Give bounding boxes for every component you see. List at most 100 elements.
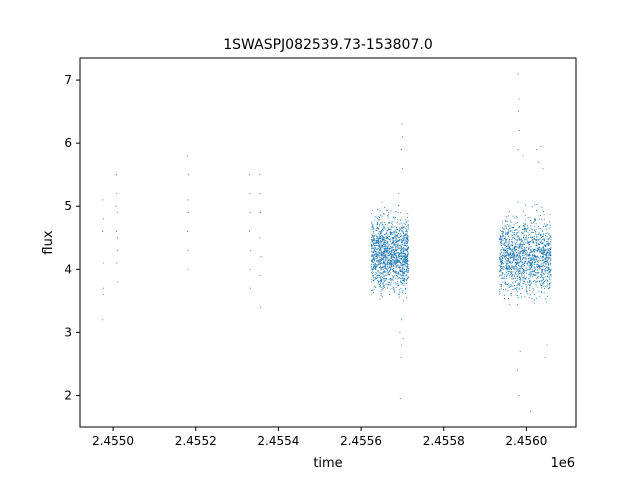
data-point — [508, 286, 510, 288]
data-point — [535, 273, 537, 275]
data-point — [382, 267, 384, 269]
data-point — [523, 275, 525, 277]
data-point — [398, 296, 400, 298]
data-point — [547, 276, 549, 278]
data-point — [550, 241, 552, 243]
data-point — [547, 245, 549, 247]
data-point — [385, 278, 387, 280]
data-point — [508, 231, 510, 234]
data-point — [387, 216, 389, 218]
data-point — [381, 222, 383, 224]
data-point — [509, 220, 511, 222]
data-point — [508, 276, 510, 279]
data-point — [530, 257, 532, 259]
data-point — [116, 211, 118, 214]
data-point — [515, 239, 517, 241]
data-point — [516, 275, 518, 278]
data-point — [528, 244, 530, 246]
data-point — [381, 279, 383, 281]
data-point — [509, 286, 511, 288]
data-point — [386, 242, 389, 244]
data-point — [550, 275, 552, 277]
data-point — [543, 280, 546, 283]
data-point — [516, 265, 518, 267]
data-point — [405, 227, 407, 229]
data-point — [401, 123, 403, 125]
data-point — [393, 261, 395, 263]
data-point — [380, 275, 382, 277]
data-point — [543, 248, 545, 250]
data-point — [400, 288, 402, 290]
data-point — [517, 221, 519, 223]
data-point — [405, 231, 407, 233]
data-point — [544, 260, 546, 263]
data-point — [375, 254, 377, 256]
data-point — [513, 224, 515, 226]
data-point — [550, 239, 552, 241]
data-point — [397, 211, 399, 214]
data-point — [545, 263, 547, 265]
data-point — [550, 270, 552, 272]
data-point — [395, 238, 398, 240]
data-point — [525, 234, 527, 236]
data-point — [403, 253, 405, 255]
data-point — [384, 241, 386, 244]
data-point — [529, 269, 531, 271]
data-point — [389, 244, 391, 246]
data-point — [400, 212, 402, 214]
data-point — [541, 274, 543, 277]
data-point — [512, 285, 514, 287]
data-point — [259, 193, 261, 195]
data-point — [535, 245, 537, 247]
data-point — [379, 210, 381, 212]
data-point — [395, 283, 397, 285]
data-point — [403, 284, 405, 287]
data-point — [384, 277, 386, 280]
x-tick-label: 2.4558 — [423, 434, 465, 448]
data-point — [387, 283, 389, 286]
data-point — [372, 262, 375, 264]
data-point — [516, 229, 518, 231]
data-point — [401, 230, 403, 232]
data-point — [394, 248, 396, 250]
data-point — [388, 214, 390, 216]
data-point — [379, 244, 381, 246]
data-point — [532, 249, 535, 251]
data-point — [534, 267, 536, 269]
data-point — [384, 279, 386, 281]
data-point — [507, 268, 509, 270]
data-point — [386, 209, 388, 211]
data-point — [517, 247, 519, 249]
data-point — [385, 268, 387, 270]
data-point — [376, 252, 378, 254]
data-point — [509, 231, 511, 233]
data-point — [376, 275, 378, 277]
data-point — [533, 237, 536, 239]
data-point — [549, 227, 551, 229]
data-point — [397, 252, 399, 254]
data-point — [383, 248, 385, 250]
data-point — [502, 266, 504, 268]
data-point — [512, 252, 514, 255]
data-point — [528, 287, 530, 289]
data-point — [506, 238, 508, 240]
data-point — [500, 285, 502, 288]
data-point — [517, 269, 519, 271]
data-point — [516, 260, 518, 262]
data-point — [386, 250, 388, 252]
data-point — [542, 211, 545, 213]
data-point — [545, 272, 547, 274]
data-point — [527, 293, 529, 295]
data-point — [524, 260, 526, 262]
data-point — [401, 344, 403, 346]
data-point — [540, 263, 542, 265]
data-point — [537, 275, 539, 277]
data-point — [547, 249, 549, 251]
data-point — [378, 240, 380, 243]
data-point — [528, 273, 531, 275]
data-point — [403, 232, 405, 234]
data-point — [514, 254, 516, 256]
data-point — [378, 215, 380, 218]
data-point — [388, 238, 390, 240]
data-point — [387, 261, 389, 264]
